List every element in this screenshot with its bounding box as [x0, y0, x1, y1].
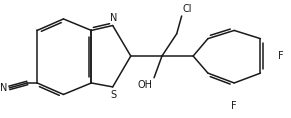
Text: N: N [110, 13, 117, 23]
Text: F: F [278, 51, 283, 61]
Text: F: F [231, 101, 237, 111]
Text: OH: OH [137, 80, 152, 90]
Text: N: N [0, 83, 7, 93]
Text: Cl: Cl [183, 4, 192, 14]
Text: S: S [111, 90, 117, 100]
